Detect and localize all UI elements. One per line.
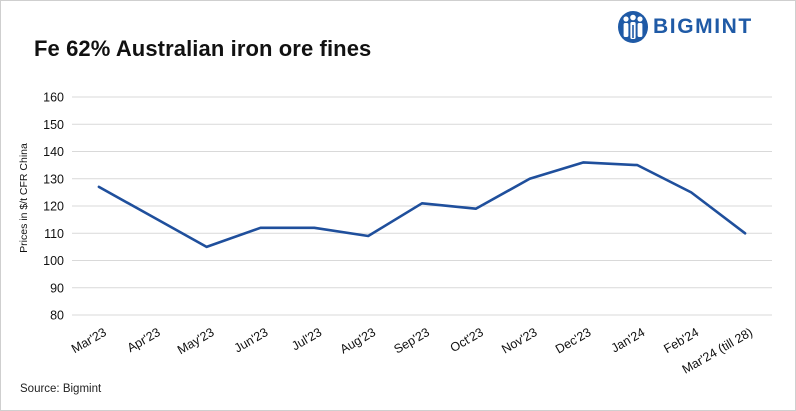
chart-title: Fe 62% Australian iron ore fines [34, 36, 372, 61]
y-tick-label: 140 [43, 145, 64, 159]
brand-name: BIGMINT [653, 15, 753, 38]
y-tick-label: 160 [43, 91, 64, 105]
series-line-0 [97, 161, 747, 249]
x-tick-label: Aug'23 [338, 325, 378, 356]
x-tick-label: Jan'24 [609, 325, 648, 355]
x-tick-label: Oct'23 [448, 325, 486, 355]
y-tick-label: 80 [50, 309, 64, 323]
grid-lines [72, 96, 772, 316]
y-tick-label: 120 [43, 200, 64, 214]
source-note: Source: Bigmint [20, 383, 102, 395]
y-tick-label: 100 [43, 254, 64, 268]
x-tick-label: Jul'23 [289, 325, 324, 353]
x-tick-label: Jun'23 [232, 325, 271, 355]
y-tick-label: 110 [44, 227, 64, 241]
x-tick-label: Feb'24 [661, 325, 701, 356]
bigmint-logo: BIGMINT [617, 9, 753, 45]
x-axis-ticks: Mar'23 Apr'23 May'23 Jun'23 Jul'23 Aug'23 Sep'… [69, 325, 755, 377]
x-tick-label: May'23 [175, 325, 217, 357]
x-tick-label: Mar'23 [69, 325, 109, 356]
y-tick-label: 150 [43, 118, 64, 132]
x-tick-label: Nov'23 [499, 325, 539, 356]
y-axis-label: Prices in $/t CFR China [18, 143, 30, 253]
people-group-logo-icon [618, 11, 648, 43]
y-tick-label: 130 [43, 172, 64, 186]
x-tick-label: Dec'23 [553, 325, 593, 356]
y-tick-label: 90 [50, 281, 64, 295]
y-axis-ticks: 80 90 100 110 120 130 140 150 160 [43, 91, 64, 323]
x-tick-label: Sep'23 [392, 325, 432, 356]
x-tick-label: Apr'23 [125, 325, 163, 355]
series-layer [97, 161, 747, 249]
